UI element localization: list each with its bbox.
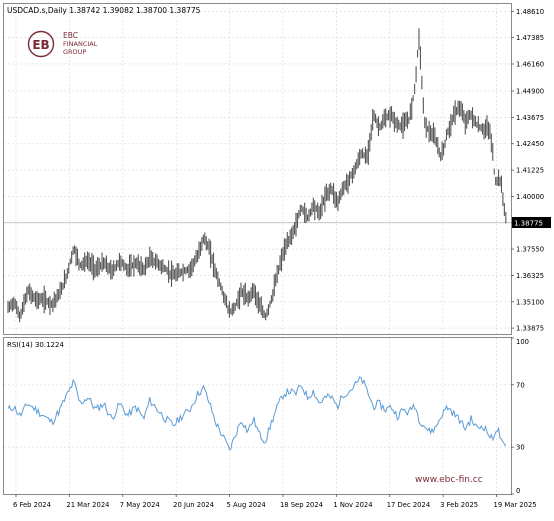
rsi-tick-label: 30 — [516, 444, 525, 452]
rsi-grid — [4, 338, 511, 494]
price-tick-label: 1.42450 — [516, 140, 544, 148]
time-tick-label: 1 Nov 2024 — [333, 501, 372, 509]
price-tick-label: 1.41225 — [516, 167, 544, 175]
time-axis: 6 Feb 2024 21 Mar 2024 7 May 2024 20 Jun 20… — [13, 494, 537, 509]
price-tick-label: 1.44900 — [516, 88, 544, 96]
price-tick-label: 1.48610 — [516, 8, 544, 16]
logo-line1: EBC — [63, 31, 78, 40]
rsi-panel-frame[interactable] — [3, 337, 512, 495]
rsi-tick-label: 100 — [516, 338, 529, 346]
time-tick-label: 19 Mar 2025 — [494, 501, 537, 509]
logo-line2: FINANCIAL — [63, 40, 98, 48]
price-panel-frame[interactable] — [3, 3, 512, 335]
current-price-box — [512, 217, 551, 228]
price-tick-label: 1.33875 — [516, 325, 544, 333]
logo-line3: GROUP — [63, 48, 86, 56]
time-tick-label: 3 Feb 2025 — [440, 501, 478, 509]
ebc-logo-icon — [27, 30, 55, 58]
time-tick-label: 21 Mar 2024 — [66, 501, 109, 509]
time-tick-label: 18 Sep 2024 — [280, 501, 323, 509]
rsi-tick-label: 0 — [516, 487, 520, 495]
rsi-label: RSI(14) 30.1224 — [7, 341, 64, 349]
current-price-label: 1.38775 — [514, 220, 543, 228]
time-tick-label: 20 Jun 2024 — [173, 501, 214, 509]
price-tick-label: 1.35100 — [516, 298, 544, 306]
time-tick-label: 5 Aug 2024 — [227, 501, 266, 509]
rsi-line — [7, 376, 507, 451]
price-tick-label: 1.47385 — [516, 34, 544, 42]
rsi-series — [7, 376, 507, 451]
time-tick-label: 17 Dec 2024 — [387, 501, 430, 509]
price-tick-label: 1.36325 — [516, 272, 544, 280]
price-tick-label: 1.46160 — [516, 60, 544, 68]
price-tick-label: 1.40000 — [516, 193, 544, 201]
rsi-tick-label: 70 — [516, 381, 525, 389]
time-tick-label: 6 Feb 2024 — [13, 501, 51, 509]
symbol-header: USDCAD.s,Daily 1.38742 1.39082 1.38700 1… — [7, 6, 201, 15]
price-tick-label: 1.37550 — [516, 246, 544, 254]
ebc-logo: EB EBC FINANCIAL GROUP — [27, 30, 98, 58]
price-tick-label: 1.43675 — [516, 114, 544, 122]
price-series — [7, 28, 507, 323]
watermark-url: www.ebc-fin.cc — [415, 475, 483, 485]
rsi-axis: 100 70 30 0 — [511, 337, 529, 495]
ebc-logo-icon-letters: EB — [32, 38, 49, 52]
price-axis: 1.48610 1.47385 1.46160 1.44900 1.43675 1.424… — [511, 8, 544, 333]
time-tick-label: 7 May 2024 — [120, 501, 160, 509]
